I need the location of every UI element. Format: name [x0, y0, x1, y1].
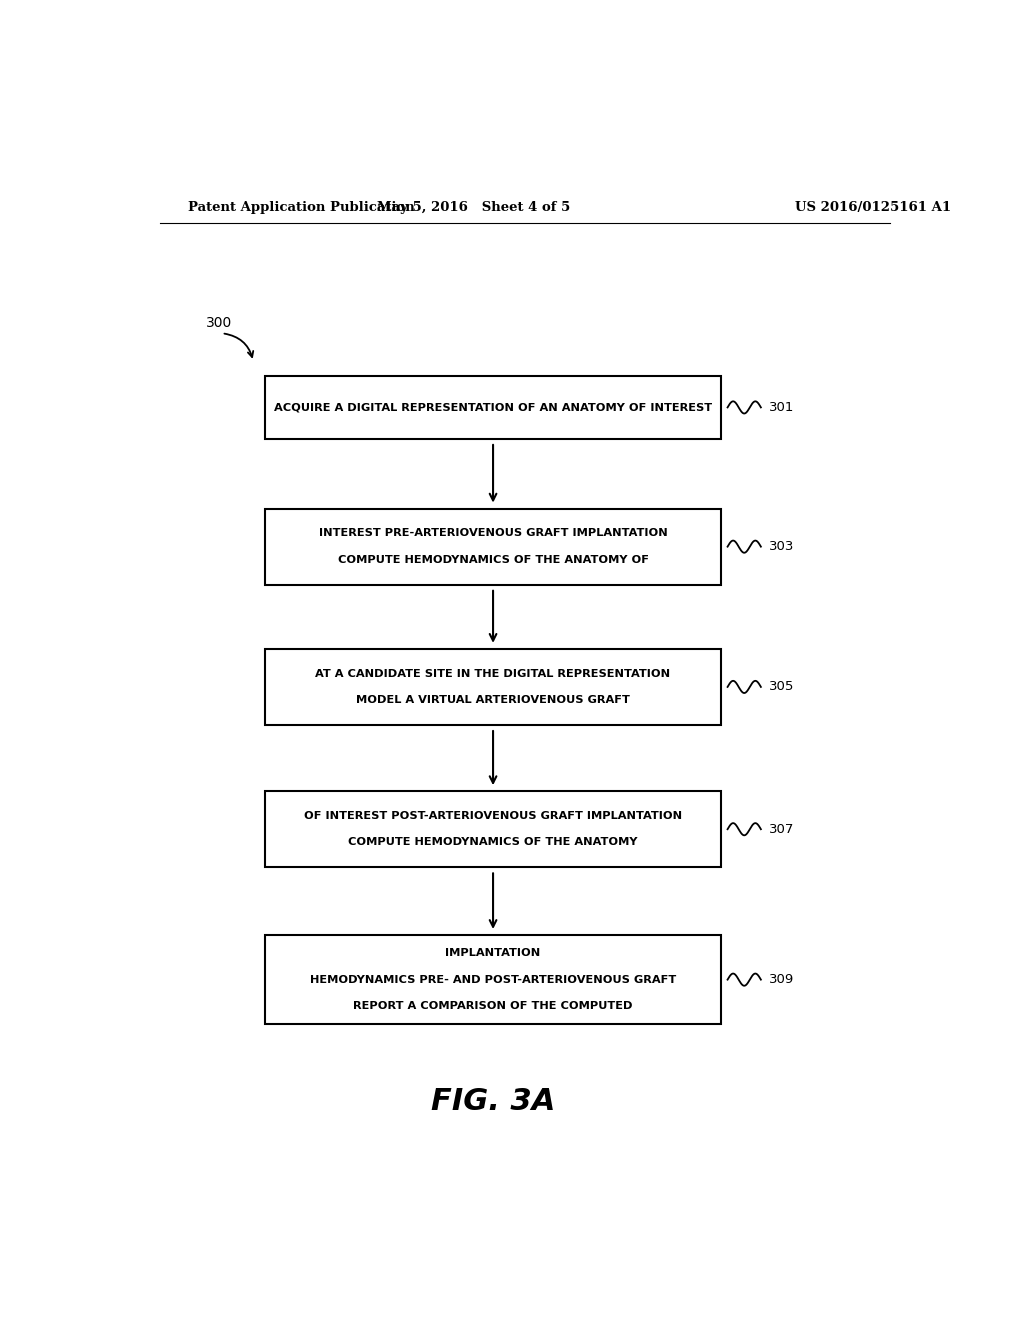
Text: COMPUTE HEMODYNAMICS OF THE ANATOMY: COMPUTE HEMODYNAMICS OF THE ANATOMY: [348, 837, 638, 847]
Text: 301: 301: [769, 401, 795, 414]
FancyBboxPatch shape: [265, 376, 721, 440]
Text: FIG. 3A: FIG. 3A: [431, 1088, 555, 1117]
Text: MODEL A VIRTUAL ARTERIOVENOUS GRAFT: MODEL A VIRTUAL ARTERIOVENOUS GRAFT: [356, 696, 630, 705]
Text: INTEREST PRE-ARTERIOVENOUS GRAFT IMPLANTATION: INTEREST PRE-ARTERIOVENOUS GRAFT IMPLANT…: [318, 528, 668, 539]
Text: AT A CANDIDATE SITE IN THE DIGITAL REPRESENTATION: AT A CANDIDATE SITE IN THE DIGITAL REPRE…: [315, 669, 671, 678]
Text: HEMODYNAMICS PRE- AND POST-ARTERIOVENOUS GRAFT: HEMODYNAMICS PRE- AND POST-ARTERIOVENOUS…: [310, 974, 676, 985]
Text: 309: 309: [769, 973, 794, 986]
FancyBboxPatch shape: [265, 791, 721, 867]
Text: Patent Application Publication: Patent Application Publication: [187, 201, 415, 214]
Text: May 5, 2016   Sheet 4 of 5: May 5, 2016 Sheet 4 of 5: [377, 201, 569, 214]
Text: ACQUIRE A DIGITAL REPRESENTATION OF AN ANATOMY OF INTEREST: ACQUIRE A DIGITAL REPRESENTATION OF AN A…: [274, 403, 712, 412]
Text: 307: 307: [769, 822, 795, 836]
FancyBboxPatch shape: [265, 649, 721, 725]
Text: 303: 303: [769, 540, 795, 553]
Text: 305: 305: [769, 680, 795, 693]
Text: OF INTEREST POST-ARTERIOVENOUS GRAFT IMPLANTATION: OF INTEREST POST-ARTERIOVENOUS GRAFT IMP…: [304, 810, 682, 821]
Text: 300: 300: [206, 315, 232, 330]
Text: COMPUTE HEMODYNAMICS OF THE ANATOMY OF: COMPUTE HEMODYNAMICS OF THE ANATOMY OF: [338, 554, 648, 565]
FancyBboxPatch shape: [265, 935, 721, 1024]
Text: US 2016/0125161 A1: US 2016/0125161 A1: [795, 201, 950, 214]
Text: IMPLANTATION: IMPLANTATION: [445, 948, 541, 958]
FancyBboxPatch shape: [265, 508, 721, 585]
Text: REPORT A COMPARISON OF THE COMPUTED: REPORT A COMPARISON OF THE COMPUTED: [353, 1001, 633, 1011]
